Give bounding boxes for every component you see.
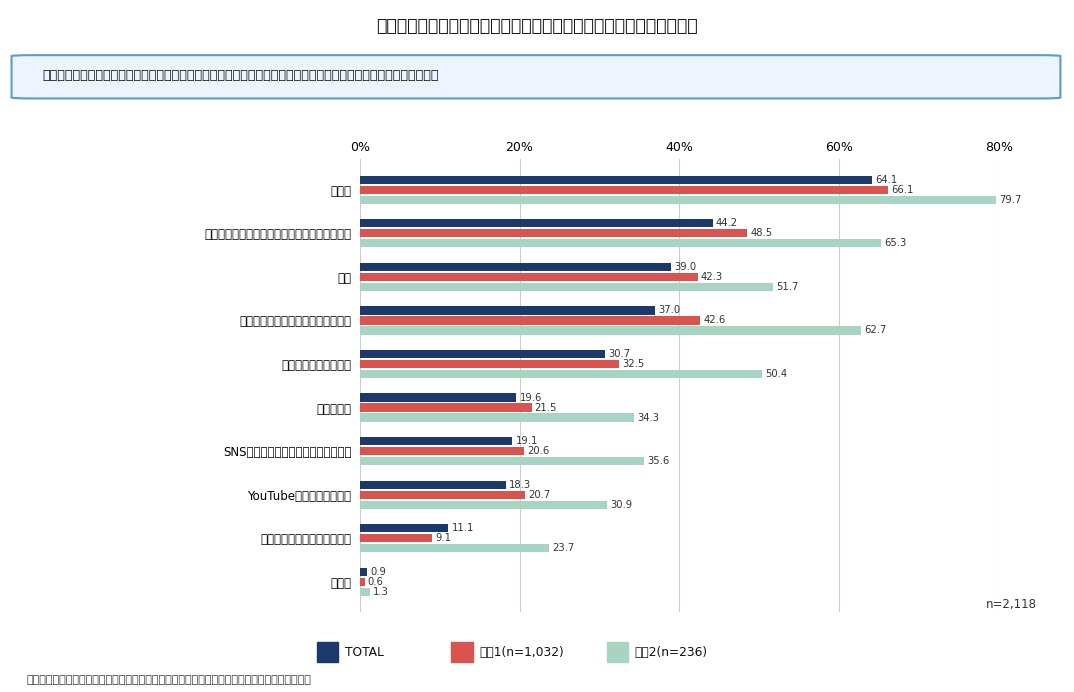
Text: 0.9: 0.9 bbox=[371, 567, 386, 577]
Text: 48.5: 48.5 bbox=[751, 228, 772, 238]
Text: 30.9: 30.9 bbox=[610, 500, 632, 510]
Bar bbox=[360, 413, 634, 421]
Bar bbox=[360, 327, 860, 334]
Bar bbox=[360, 239, 882, 248]
Bar bbox=[360, 370, 763, 378]
Text: 34.3: 34.3 bbox=[637, 412, 659, 423]
Text: 30.7: 30.7 bbox=[608, 349, 630, 359]
Bar bbox=[360, 457, 644, 465]
Text: 18.3: 18.3 bbox=[509, 480, 532, 490]
Text: 66.1: 66.1 bbox=[891, 185, 913, 194]
Bar bbox=[360, 307, 655, 315]
Bar bbox=[360, 480, 506, 489]
Text: 23.7: 23.7 bbox=[552, 543, 575, 554]
FancyBboxPatch shape bbox=[12, 55, 1060, 98]
Bar bbox=[360, 534, 433, 543]
Bar bbox=[360, 263, 671, 271]
Bar bbox=[360, 437, 512, 445]
Bar bbox=[360, 567, 367, 576]
Text: n=2,118: n=2,118 bbox=[986, 599, 1036, 611]
Text: 37.0: 37.0 bbox=[658, 305, 681, 316]
Bar bbox=[360, 273, 698, 281]
Bar bbox=[360, 185, 888, 194]
Bar bbox=[360, 394, 517, 401]
Text: 62.7: 62.7 bbox=[863, 325, 886, 336]
Bar bbox=[451, 642, 473, 662]
Text: 21.5: 21.5 bbox=[535, 403, 557, 412]
Text: 集団1(n=1,032): 集団1(n=1,032) bbox=[479, 646, 564, 659]
Bar bbox=[360, 219, 713, 228]
Text: 19.6: 19.6 bbox=[520, 392, 542, 403]
Text: 集団2(n=236): 集団2(n=236) bbox=[635, 646, 708, 659]
Bar bbox=[360, 360, 620, 368]
Text: 0.6: 0.6 bbox=[367, 577, 383, 587]
Bar bbox=[317, 642, 338, 662]
Bar bbox=[360, 578, 364, 586]
Text: 42.3: 42.3 bbox=[701, 272, 723, 282]
Text: 19.1: 19.1 bbox=[516, 436, 538, 446]
Text: 質問：薬の価格や制度、価値を伝えるためには、どのような手段が望ましいと思いますか。（あてはまるもの全て）: 質問：薬の価格や制度、価値を伝えるためには、どのような手段が望ましいと思いますか… bbox=[42, 69, 438, 82]
Text: 44.2: 44.2 bbox=[716, 218, 738, 228]
Bar bbox=[607, 642, 628, 662]
Text: 39.0: 39.0 bbox=[674, 262, 697, 272]
Text: 9.1: 9.1 bbox=[436, 534, 452, 543]
Text: 20.7: 20.7 bbox=[528, 490, 551, 500]
Text: 11.1: 11.1 bbox=[452, 523, 474, 534]
Text: TOTAL: TOTAL bbox=[345, 646, 383, 659]
Text: 64.1: 64.1 bbox=[875, 174, 897, 185]
Text: 51.7: 51.7 bbox=[775, 282, 798, 292]
Bar bbox=[360, 229, 748, 237]
Text: 図２　価格や制度、価値について知ることへの望ましいと考える手段: 図２ 価格や制度、価値について知ることへの望ましいと考える手段 bbox=[376, 17, 698, 35]
Text: 1.3: 1.3 bbox=[374, 587, 389, 597]
Bar bbox=[360, 176, 872, 184]
Bar bbox=[360, 283, 773, 291]
Bar bbox=[360, 350, 605, 358]
Text: 50.4: 50.4 bbox=[766, 369, 787, 379]
Bar bbox=[360, 500, 607, 509]
Text: 20.6: 20.6 bbox=[527, 446, 550, 456]
Text: 35.6: 35.6 bbox=[648, 456, 669, 466]
Text: 42.6: 42.6 bbox=[703, 316, 726, 325]
Bar bbox=[360, 196, 997, 204]
Text: 32.5: 32.5 bbox=[623, 359, 644, 369]
Text: 79.7: 79.7 bbox=[1000, 194, 1022, 205]
Bar bbox=[360, 544, 549, 552]
Text: 65.3: 65.3 bbox=[885, 238, 906, 248]
Bar bbox=[360, 316, 700, 325]
Bar bbox=[360, 588, 371, 596]
Text: 出所：「医薬品の価格や制度、価値に関する意識調査」結果を基に医薬産業政策研究所にて作成: 出所：「医薬品の価格や制度、価値に関する意識調査」結果を基に医薬産業政策研究所に… bbox=[27, 675, 311, 685]
Bar bbox=[360, 447, 524, 455]
Bar bbox=[360, 403, 532, 412]
Bar bbox=[360, 524, 449, 532]
Bar bbox=[360, 491, 525, 499]
